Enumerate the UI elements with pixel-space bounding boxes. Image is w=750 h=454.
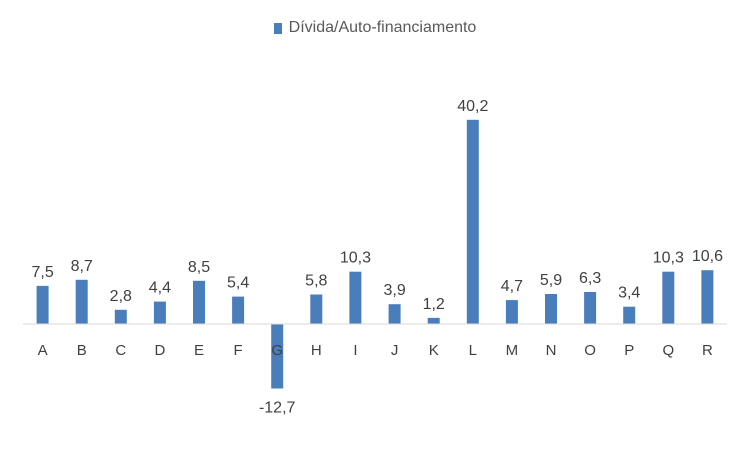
x-tick-label-D: D: [154, 342, 165, 359]
data-label-A: 7,5: [31, 264, 53, 281]
x-tick-label-E: E: [194, 342, 204, 359]
x-tick-label-F: F: [234, 342, 243, 359]
x-tick-label-B: B: [77, 342, 87, 359]
x-tick-label-H: H: [311, 342, 322, 359]
bar-O: [584, 292, 597, 324]
data-label-H: 5,8: [305, 273, 327, 290]
bar-M: [505, 300, 518, 324]
x-tick-label-M: M: [506, 342, 519, 359]
data-label-F: 5,4: [227, 275, 249, 292]
bar-P: [623, 306, 636, 324]
x-tick-label-G: G: [271, 342, 283, 359]
x-tick-label-N: N: [546, 342, 557, 359]
x-tick-label-J: J: [391, 342, 399, 359]
data-label-Q: 10,3: [653, 250, 684, 267]
bar-K: [427, 317, 440, 324]
chart-legend: Dívida/Auto-financiamento: [0, 19, 750, 37]
data-label-M: 4,7: [501, 278, 523, 295]
data-label-O: 6,3: [579, 270, 601, 287]
data-label-R: 10,6: [692, 248, 723, 265]
bar-F: [232, 296, 245, 324]
data-label-B: 8,7: [71, 258, 93, 275]
data-label-K: 1,2: [423, 296, 445, 313]
bar-N: [545, 294, 557, 324]
bar-H: [310, 294, 323, 324]
data-label-D: 4,4: [149, 280, 171, 297]
x-tick-label-O: O: [584, 342, 596, 359]
bar-C: [114, 309, 127, 324]
bar-Q: [662, 271, 675, 324]
data-label-C: 2,8: [110, 288, 132, 305]
bar-J: [388, 304, 401, 324]
legend-label: Dívida/Auto-financiamento: [288, 19, 477, 36]
bar-R: [701, 270, 714, 324]
data-label-P: 3,4: [618, 285, 640, 302]
x-tick-label-I: I: [353, 342, 357, 359]
data-label-I: 10,3: [340, 250, 371, 267]
bar-G: [271, 324, 284, 389]
x-tick-label-Q: Q: [662, 342, 674, 359]
x-tick-label-K: K: [429, 342, 439, 359]
bar-B: [75, 279, 88, 324]
bar-D: [153, 301, 166, 324]
bar-L: [466, 119, 479, 324]
legend-swatch: [273, 22, 282, 34]
data-label-J: 3,9: [383, 282, 405, 299]
x-tick-label-P: P: [624, 342, 634, 359]
x-tick-label-L: L: [469, 342, 477, 359]
bar-A: [36, 285, 49, 324]
data-label-E: 8,5: [188, 259, 210, 276]
bar-E: [193, 280, 205, 324]
data-label-N: 5,9: [540, 272, 562, 289]
data-label-G: -12,7: [259, 400, 296, 417]
bar-I: [349, 271, 362, 324]
data-label-L: 40,2: [457, 98, 488, 115]
x-tick-label-R: R: [702, 342, 713, 359]
x-tick-label-C: C: [115, 342, 126, 359]
x-tick-label-A: A: [38, 342, 48, 359]
